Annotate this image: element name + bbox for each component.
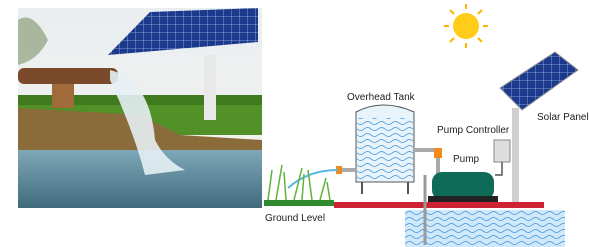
grass	[268, 165, 330, 200]
scene: Overhead Tank Pump Controller Solar Pane…	[0, 0, 589, 247]
well-waves	[405, 210, 565, 247]
label: Solar Panel	[537, 112, 589, 123]
label: Pump	[453, 154, 480, 165]
photo	[18, 8, 262, 208]
panel-pole	[512, 108, 519, 203]
panel-pole	[204, 55, 216, 120]
solar-panel	[500, 52, 578, 110]
label: Pump Controller	[437, 125, 510, 136]
diagram: Overhead Tank Pump Controller Solar Pane…	[264, 4, 589, 247]
controller-box	[494, 140, 510, 162]
valve	[434, 148, 442, 158]
pipe	[18, 68, 118, 84]
tank-water	[357, 118, 413, 180]
controller-wire	[495, 162, 502, 175]
pump-base	[428, 196, 498, 202]
pump	[432, 172, 494, 200]
pipe-stand	[52, 84, 74, 108]
tank-legs	[362, 182, 408, 194]
sun	[453, 13, 479, 39]
water-stream	[288, 170, 338, 188]
label: Overhead Tank	[347, 92, 416, 103]
photo-water	[18, 150, 262, 208]
ground-green	[264, 200, 334, 206]
ground-line	[334, 202, 544, 208]
label: Ground Level	[265, 213, 325, 224]
